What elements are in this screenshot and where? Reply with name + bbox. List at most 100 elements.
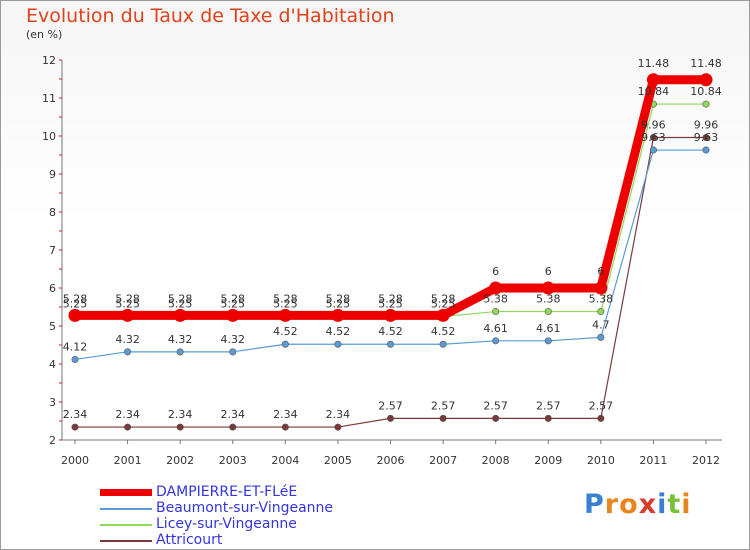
series-dampierre-line <box>70 75 711 320</box>
series-licey-data-label: 5.25 <box>431 298 456 311</box>
series-dampierre-data-label: 5.28 <box>378 292 403 305</box>
series-dampierre-point <box>226 308 240 322</box>
series-attricourt-data-label: 2.57 <box>431 399 456 412</box>
series-beaumont-point <box>176 348 184 356</box>
series-beaumont-data-label: 4.52 <box>431 325 456 338</box>
y-tick-label: 12 <box>42 54 56 67</box>
series-beaumont-data-label: 4.7 <box>592 318 610 331</box>
series-dampierre-data-label: 5.28 <box>168 292 193 305</box>
series-beaumont-data-label: 9.63 <box>641 131 666 144</box>
series-beaumont-data-label: 4.52 <box>326 325 351 338</box>
series-dampierre-point <box>594 281 608 295</box>
series-dampierre-data-label: 6 <box>545 265 552 278</box>
x-tick-label: 2001 <box>114 454 142 467</box>
series-dampierre-data-label: 5.28 <box>326 292 351 305</box>
legend-label-attricourt: Attricourt <box>156 532 223 548</box>
legend-swatch-beaumont <box>100 508 152 510</box>
series-licey-point <box>492 308 500 316</box>
series-dampierre-data-label: 11.48 <box>690 57 722 70</box>
series-dampierre-data-label: 5.28 <box>273 292 298 305</box>
logo-letter: r <box>604 489 620 520</box>
series-dampierre-point <box>436 308 450 322</box>
series-attricourt-point <box>281 423 289 431</box>
series-attricourt-point <box>124 423 132 431</box>
series-beaumont-point <box>229 348 237 356</box>
logo-letter: t <box>667 489 682 520</box>
series-dampierre-point <box>699 73 713 87</box>
series-beaumont-point <box>334 340 342 348</box>
series-attricourt-data-label: 2.34 <box>326 408 351 421</box>
series-licey-point <box>702 100 710 108</box>
series-beaumont-point <box>597 333 605 341</box>
series-dampierre-point <box>541 281 555 295</box>
y-tick-label: 9 <box>49 168 56 181</box>
series-licey-data-label: 5.25 <box>63 298 88 311</box>
series-beaumont-point <box>71 355 79 363</box>
series-beaumont-data-label: 4.12 <box>63 340 88 353</box>
x-tick-label: 2010 <box>587 454 615 467</box>
series-beaumont-point <box>702 146 710 154</box>
chart-unit-label: (en %) <box>26 28 63 41</box>
series-licey-data-label: 5.25 <box>168 298 193 311</box>
series-dampierre-data-label: 6 <box>597 265 604 278</box>
series-beaumont-data-label: 4.61 <box>483 322 508 335</box>
legend-swatch-dampierre <box>100 489 152 496</box>
series-beaumont-point <box>544 337 552 345</box>
series-dampierre-data-label: 5.28 <box>63 292 88 305</box>
series-attricourt-point <box>544 414 552 422</box>
series-attricourt-point <box>176 423 184 431</box>
series-licey-data-label: 5.25 <box>378 298 403 311</box>
series-licey-data-label: 5.25 <box>273 298 298 311</box>
series-licey-line <box>74 103 707 318</box>
series-licey-data-label: 5.38 <box>536 293 561 306</box>
x-tick-label: 2012 <box>692 454 720 467</box>
legend-swatch-attricourt <box>100 540 152 542</box>
series-attricourt-data-label: 2.34 <box>221 408 246 421</box>
series-licey-data-label: 5.25 <box>326 298 351 311</box>
series-attricourt-data-label: 2.34 <box>168 408 193 421</box>
series-beaumont-data-label: 4.32 <box>221 333 246 346</box>
proxiti-logo: Proxiti <box>584 489 692 520</box>
y-tick-label: 4 <box>49 358 56 371</box>
series-beaumont-data-label: 4.32 <box>168 333 193 346</box>
logo-letter: i <box>657 489 668 520</box>
series-dampierre-point <box>489 281 503 295</box>
y-tick-label: 7 <box>49 244 56 257</box>
series-attricourt-point <box>702 134 710 142</box>
series-attricourt-data-label: 2.57 <box>483 399 508 412</box>
series-beaumont-point <box>649 146 657 154</box>
series-attricourt-point <box>334 423 342 431</box>
series-beaumont-point <box>281 340 289 348</box>
y-tick-label: 10 <box>42 130 56 143</box>
x-tick-label: 2002 <box>166 454 194 467</box>
series-attricourt-data-label: 2.57 <box>536 399 561 412</box>
series-beaumont-point <box>386 340 394 348</box>
series-attricourt-data-label: 2.57 <box>589 399 614 412</box>
series-licey-point <box>597 308 605 316</box>
series-beaumont-data-label: 4.52 <box>378 325 403 338</box>
series-attricourt-data-label: 2.34 <box>273 408 298 421</box>
x-tick-label: 2011 <box>639 454 667 467</box>
series-attricourt-data-label: 2.34 <box>115 408 140 421</box>
x-tick-label: 2009 <box>534 454 562 467</box>
series-attricourt-point <box>649 134 657 142</box>
chart-title: Evolution du Taux de Taxe d'Habitation <box>26 5 395 27</box>
series-attricourt-data-label: 2.34 <box>63 408 88 421</box>
series-attricourt-data-label: 9.96 <box>694 119 719 132</box>
x-tick-label: 2000 <box>61 454 89 467</box>
x-tick-label: 2007 <box>429 454 457 467</box>
series-attricourt-data-label: 9.96 <box>641 119 666 132</box>
logo-letter: i <box>681 489 692 520</box>
series-dampierre-data-label: 11.48 <box>638 57 670 70</box>
series-dampierre-data-label: 5.28 <box>115 292 140 305</box>
series-beaumont-data-label: 4.32 <box>115 333 140 346</box>
series-attricourt-point <box>492 414 500 422</box>
series-dampierre-point <box>646 73 660 87</box>
series-dampierre-point <box>331 308 345 322</box>
series-beaumont-point <box>492 337 500 345</box>
series-dampierre-point <box>121 308 135 322</box>
series-dampierre-data-label: 5.28 <box>431 292 456 305</box>
legend-label-licey: Licey-sur-Vingeanne <box>156 516 297 532</box>
